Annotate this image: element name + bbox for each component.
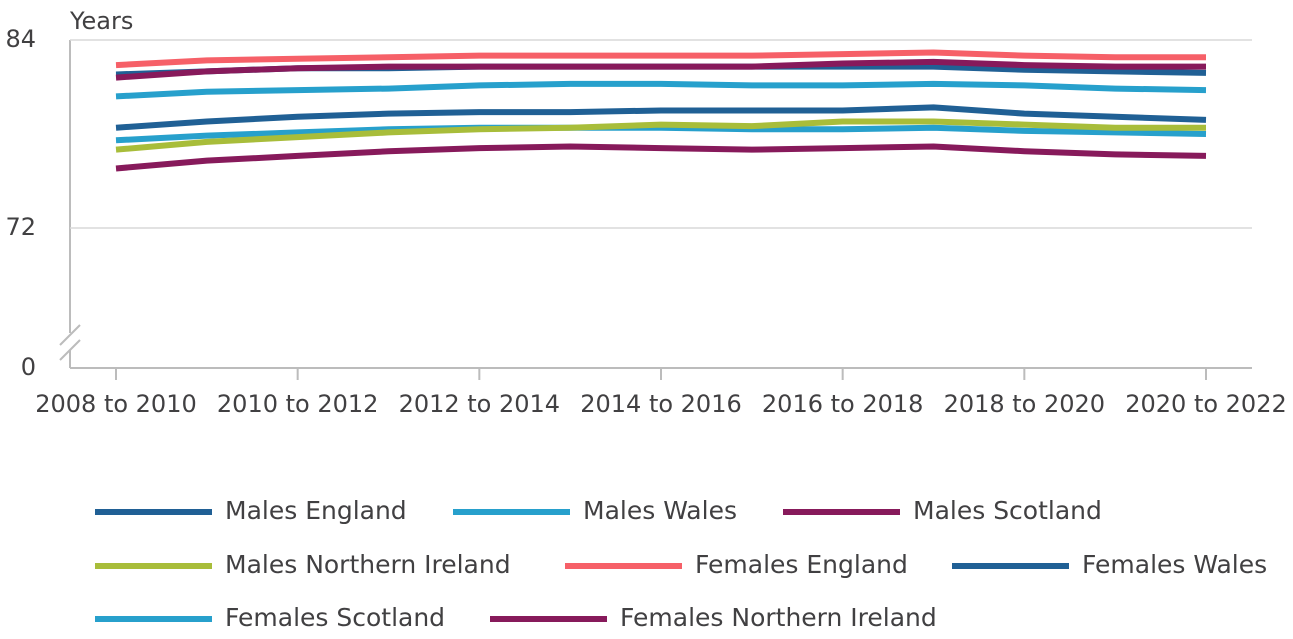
x-tick-label: 2010 to 2012: [217, 390, 379, 418]
axis-break: [59, 324, 81, 346]
x-tick-label: 2012 to 2014: [399, 390, 561, 418]
y-tick-label: 0: [21, 353, 36, 381]
x-tick-label: 2020 to 2022: [1125, 390, 1287, 418]
x-tick-label: 2014 to 2016: [580, 390, 742, 418]
series-line: [115, 143, 1207, 172]
y-axis-label: Years: [69, 7, 133, 35]
legend-label: Females Northern Ireland: [620, 603, 937, 632]
x-tick-label: 2008 to 2010: [35, 390, 197, 418]
legend-label: Males Scotland: [913, 496, 1102, 525]
series-line: [115, 49, 1206, 69]
legend-label: Females Wales: [1082, 550, 1267, 579]
y-tick-label: 84: [5, 25, 36, 53]
y-tick-label: 72: [5, 213, 36, 241]
series-line: [115, 118, 1206, 153]
legend-label: Females Scotland: [225, 603, 445, 632]
series-line: [115, 58, 1206, 81]
legend-label: Males England: [225, 496, 407, 525]
legend-label: Males Northern Ireland: [225, 550, 511, 579]
series-line: [115, 80, 1207, 100]
x-tick-label: 2016 to 2018: [762, 390, 924, 418]
series-line: [115, 104, 1207, 131]
x-tick-label: 2018 to 2020: [944, 390, 1106, 418]
axis-break: [59, 339, 81, 361]
series-line: [115, 124, 1207, 144]
legend-label: Females England: [695, 550, 908, 579]
legend-label: Males Wales: [583, 496, 737, 525]
